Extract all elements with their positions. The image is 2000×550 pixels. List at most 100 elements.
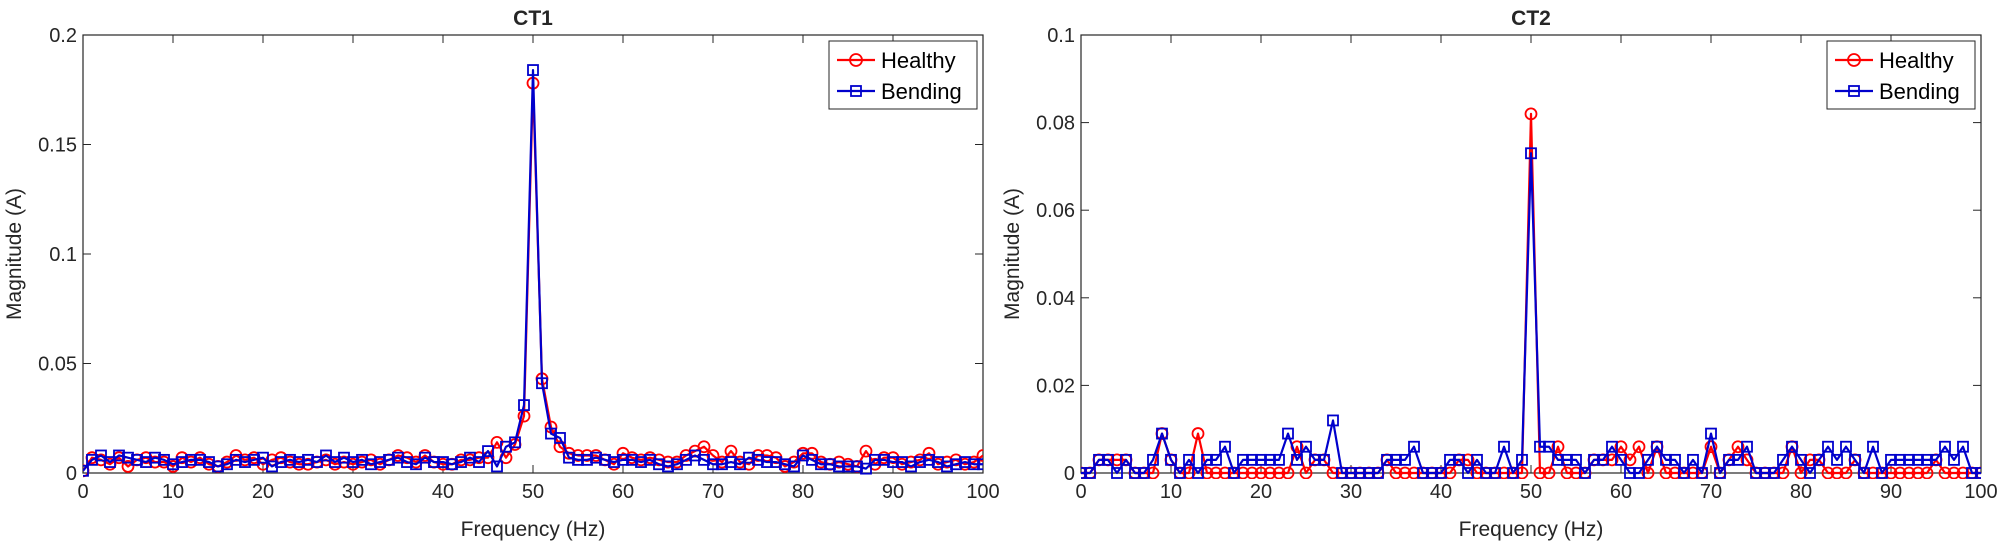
data-point-bending (131, 453, 143, 466)
x-tick-label: 30 (1340, 481, 1362, 503)
data-point-bending (1912, 453, 1924, 466)
data-point-bending (1741, 440, 1753, 453)
data-point-bending (1111, 467, 1123, 479)
x-tick-label: 60 (1610, 481, 1632, 503)
data-point-bending (599, 453, 611, 466)
data-point-bending (149, 451, 161, 464)
data-point-bending (1273, 453, 1285, 466)
data-point-bending (194, 453, 206, 466)
data-point-bending (1696, 467, 1708, 479)
data-point-healthy (1794, 466, 1808, 479)
data-point-bending (887, 456, 899, 468)
data-point-healthy (1551, 440, 1565, 454)
data-point-healthy (1263, 466, 1277, 479)
data-point-bending (248, 453, 260, 466)
data-point-bending (707, 458, 719, 471)
data-point-healthy (1884, 466, 1898, 479)
data-point-bending (401, 456, 413, 468)
data-point-bending (1849, 453, 1861, 466)
data-point-bending (509, 436, 521, 449)
x-tick-label: 0 (77, 481, 88, 503)
data-point-bending (1471, 453, 1483, 466)
data-point-bending (1894, 453, 1906, 466)
data-point-healthy (121, 460, 135, 473)
data-point-bending (185, 453, 197, 466)
legend-label-bending: Bending (1879, 79, 1960, 104)
data-point-healthy (1947, 466, 1961, 479)
data-point-bending (1156, 427, 1168, 440)
series-layer (83, 64, 983, 478)
data-point-bending (1354, 467, 1366, 479)
data-point-bending (815, 458, 827, 471)
data-point-healthy (1641, 466, 1655, 479)
data-point-bending (83, 464, 89, 477)
data-point-bending (482, 445, 494, 458)
data-point-bending (1219, 440, 1231, 453)
data-point-bending (977, 458, 983, 471)
data-point-bending (1651, 440, 1663, 453)
x-tick-label: 10 (162, 481, 184, 503)
data-point-bending (1174, 467, 1186, 479)
data-point-bending (1498, 440, 1510, 453)
data-point-bending (1081, 467, 1087, 479)
data-point-healthy (1191, 427, 1205, 440)
data-point-bending (617, 453, 629, 466)
x-tick-label: 90 (1880, 481, 1902, 503)
data-point-healthy (1326, 466, 1340, 479)
x-tick-label: 20 (252, 481, 274, 503)
data-point-bending (275, 456, 287, 468)
data-point-bending (1714, 467, 1726, 479)
data-point-bending (725, 456, 737, 468)
data-point-bending (347, 456, 359, 468)
data-point-bending (1939, 440, 1951, 453)
data-point-bending (581, 453, 593, 466)
data-point-bending (1399, 453, 1411, 466)
data-point-bending (1930, 453, 1942, 466)
data-point-healthy (1956, 466, 1970, 479)
series-layer (1081, 107, 1981, 479)
data-point-bending (653, 458, 665, 471)
series-bending (1081, 147, 1981, 479)
data-point-bending (1372, 467, 1384, 479)
data-point-bending (1768, 467, 1780, 479)
data-point-bending (1732, 453, 1744, 466)
data-point-bending (1687, 453, 1699, 466)
y-tick-label: 0.02 (1036, 375, 1075, 397)
chart-ct2: 0 10 20 30 40 50 60 70 80 90 100 0 0.02 0.04 0.06 0.08 0… (1001, 7, 1998, 541)
data-point-bending (1480, 467, 1492, 479)
data-point-bending (1363, 467, 1375, 479)
data-point-bending (1516, 453, 1528, 466)
legend-label-healthy: Healthy (1879, 48, 1954, 73)
data-point-bending (1678, 467, 1690, 479)
data-point-healthy (1281, 466, 1295, 479)
data-point-bending (1390, 453, 1402, 466)
data-point-bending (1318, 453, 1330, 466)
data-point-healthy (1866, 466, 1880, 479)
data-point-bending (968, 458, 980, 471)
data-point-bending (1561, 453, 1573, 466)
data-point-healthy (1515, 466, 1529, 479)
x-tick-label: 70 (702, 481, 724, 503)
y-tick-label: 0.08 (1036, 113, 1075, 135)
data-point-bending (1948, 453, 1960, 466)
data-point-bending (1120, 453, 1132, 466)
data-point-healthy (1902, 466, 1916, 479)
data-point-bending (1804, 467, 1816, 479)
data-point-bending (257, 451, 269, 464)
data-point-bending (1858, 467, 1870, 479)
data-point-healthy (1776, 466, 1790, 479)
data-point-bending (554, 432, 566, 444)
chart-title: CT2 (1511, 7, 1551, 30)
data-point-bending (1669, 453, 1681, 466)
data-point-bending (428, 456, 440, 468)
data-point-bending (1147, 453, 1159, 466)
data-point-bending (1624, 467, 1636, 479)
y-tick-label: 0 (1064, 463, 1075, 485)
y-tick-label: 0.15 (38, 135, 77, 157)
data-point-bending (1579, 467, 1591, 479)
data-point-bending (104, 456, 116, 468)
data-point-healthy (1659, 466, 1673, 479)
data-point-bending (1165, 453, 1177, 466)
data-point-bending (1975, 467, 1981, 479)
